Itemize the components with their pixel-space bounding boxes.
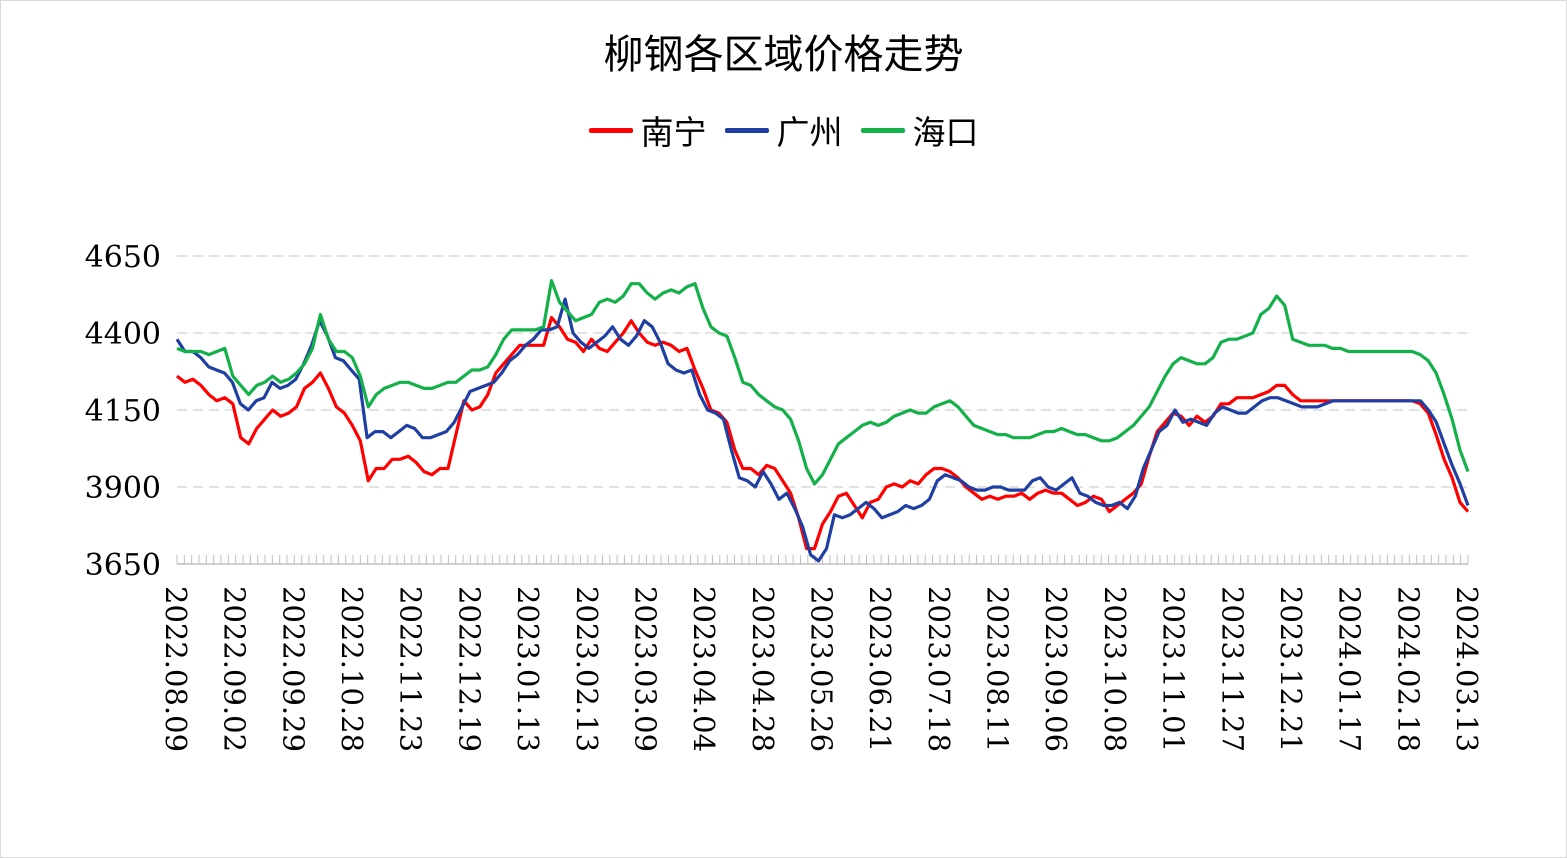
legend-swatch-2 <box>860 127 905 133</box>
series-line-2 <box>176 279 1470 486</box>
x-tick-label-13: 2023.07.18 <box>922 586 956 752</box>
x-tick-label-5: 2022.12.19 <box>452 586 486 752</box>
x-tick-label-20: 2024.01.17 <box>1333 586 1367 752</box>
x-tick-label-4: 2022.11.23 <box>394 586 428 752</box>
x-tick-label-21: 2024.02.18 <box>1391 586 1425 752</box>
legend-item-2: 海口 <box>860 106 979 154</box>
x-tick-label-10: 2023.04.28 <box>746 586 780 752</box>
legend-label-0: 南宁 <box>640 113 707 152</box>
x-tick-label-11: 2023.05.26 <box>805 586 839 752</box>
x-tick-label-22: 2024.03.13 <box>1450 586 1484 752</box>
legend-label-2: 海口 <box>912 113 979 152</box>
legend-label-1: 广州 <box>776 113 843 152</box>
x-tick-label-19: 2023.12.21 <box>1274 586 1308 752</box>
x-tick-label-15: 2023.09.06 <box>1039 586 1073 752</box>
x-tick-label-17: 2023.11.01 <box>1157 586 1191 752</box>
x-tick-label-2: 2022.09.29 <box>276 586 310 752</box>
x-tick-label-8: 2023.03.09 <box>628 586 662 752</box>
y-tick-label-2: 4150 <box>85 394 161 429</box>
x-tick-label-9: 2023.04.04 <box>687 586 721 752</box>
y-tick-label-4: 4650 <box>85 240 161 275</box>
y-tick-label-3: 4400 <box>85 317 161 352</box>
x-tick-label-18: 2023.11.27 <box>1215 586 1249 752</box>
series-line-1 <box>175 297 1470 563</box>
x-tick-label-7: 2023.02.13 <box>570 586 604 752</box>
legend-item-0: 南宁 <box>588 106 707 154</box>
x-tick-label-14: 2023.08.11 <box>981 586 1015 752</box>
legend-swatch-0 <box>588 127 633 133</box>
x-tick-label-6: 2023.01.13 <box>511 586 545 752</box>
y-tick-label-0: 3650 <box>85 548 161 583</box>
x-tick-label-12: 2023.06.21 <box>863 586 897 752</box>
x-tick-label-0: 2022.08.09 <box>159 586 193 752</box>
y-tick-label-1: 3900 <box>85 471 161 506</box>
x-tick-label-16: 2023.10.08 <box>1098 586 1132 752</box>
legend: 南宁 广州 海口 <box>0 106 1567 154</box>
legend-swatch-1 <box>724 127 769 133</box>
chart-title: 柳钢各区域价格走势 <box>603 32 964 78</box>
series-line-0 <box>176 316 1470 551</box>
x-tick-label-1: 2022.09.02 <box>218 586 252 752</box>
legend-item-1: 广州 <box>724 106 843 154</box>
x-tick-label-3: 2022.10.28 <box>335 586 369 752</box>
